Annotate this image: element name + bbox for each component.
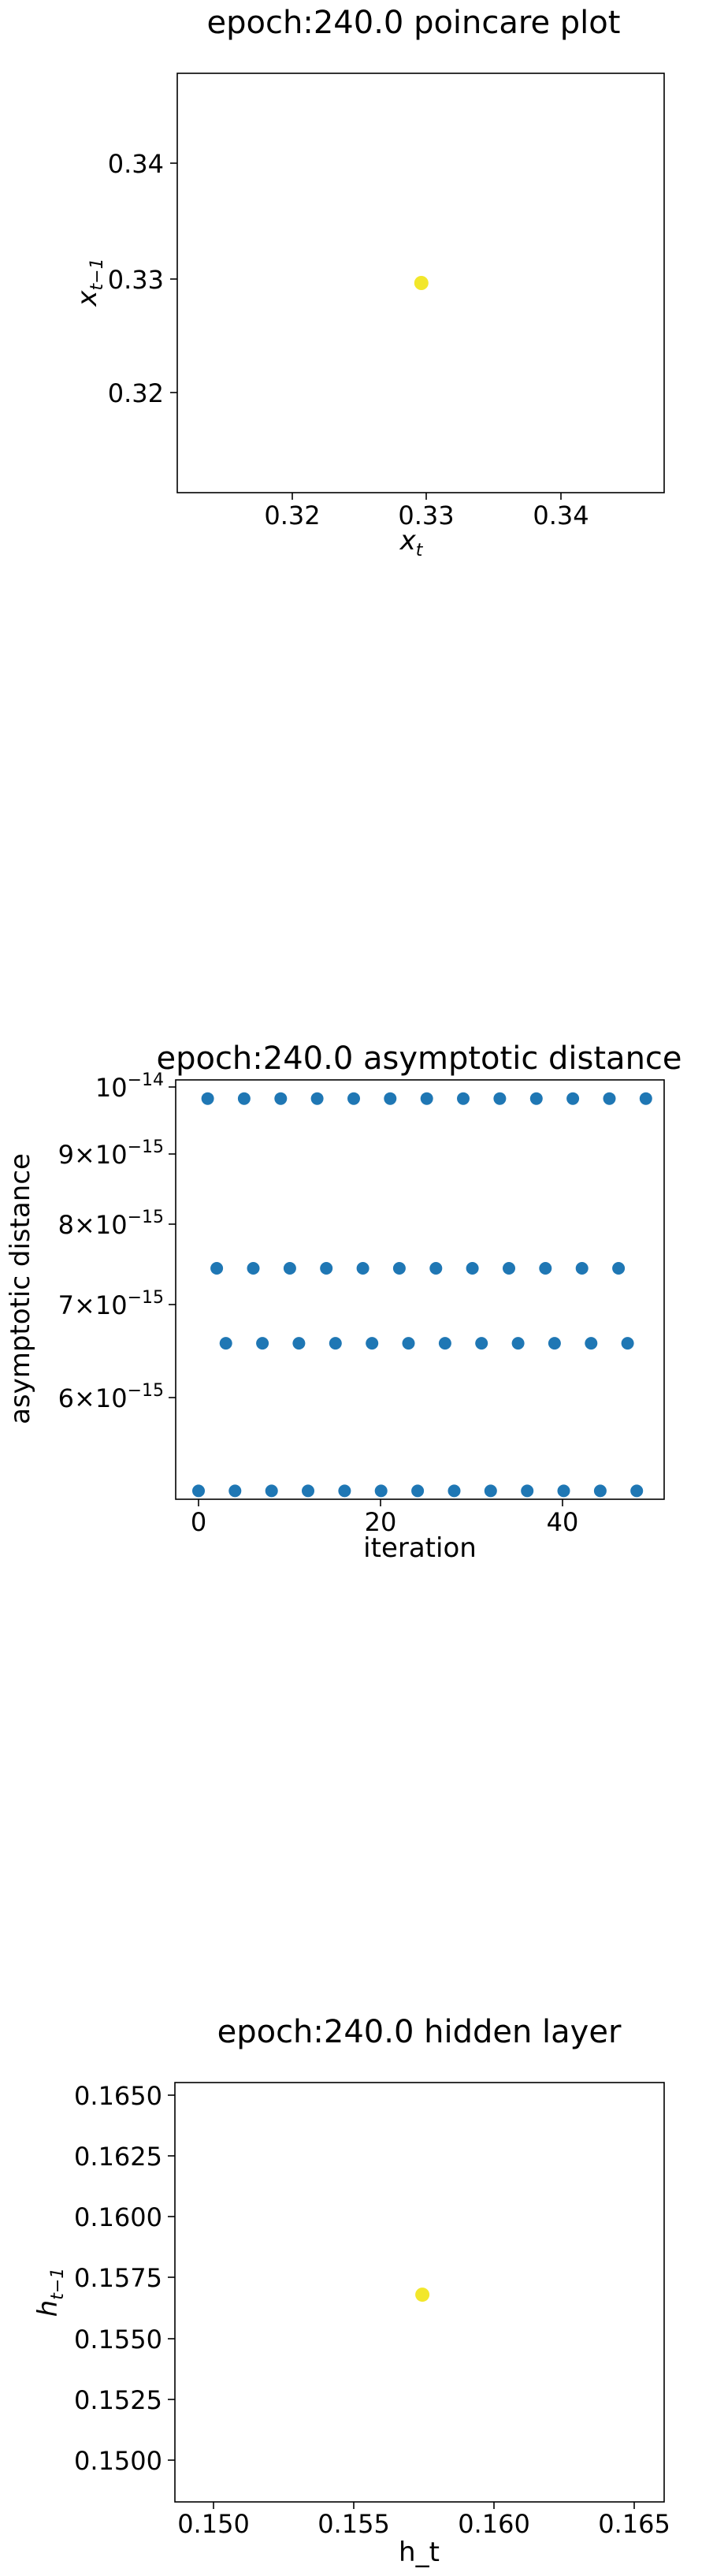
asymptotic-point [201,1092,214,1105]
asymptotic-point [630,1484,644,1498]
hidden-title: epoch:240.0 hidden layer [217,2014,622,2050]
poincare-xtick-label: 0.33 [398,501,454,530]
asymptotic-point [621,1337,634,1350]
asymptotic-point [447,1484,461,1498]
poincare-ytick-label: 0.32 [108,378,164,408]
asymptotic-point [484,1484,497,1498]
asymptotic-point [366,1337,379,1350]
asymptotic-point [521,1484,534,1498]
poincare-point [414,276,429,290]
asymptotic-point [374,1484,388,1498]
asymptotic-chart: epoch:240.0 asymptotic distance 0 20 40 … [5,1040,682,1564]
hidden-xtick-label: 0.150 [177,2509,250,2539]
hidden-xlabel: h_t [399,2537,440,2568]
asymptotic-point [457,1092,470,1105]
asymptotic-point [466,1262,479,1275]
hidden-marks [415,2288,430,2302]
hidden-ytick-label: 0.1550 [74,2325,162,2355]
asymptotic-point [503,1262,515,1275]
asymptotic-point [493,1092,507,1105]
asymptotic-point [292,1337,306,1350]
asymptotic-ytick-label: 9×10−15 [58,1137,164,1170]
asymptotic-point [329,1337,342,1350]
hidden-ytick-label: 0.1625 [74,2142,162,2172]
asymptotic-point [475,1337,488,1350]
asymptotic-point [247,1262,260,1275]
hidden-ytick-label: 0.1600 [74,2202,162,2232]
asymptotic-point [566,1092,580,1105]
asymptotic-point [192,1484,205,1498]
hidden-xtick-label: 0.165 [598,2509,670,2539]
poincare-marks [414,276,429,290]
asymptotic-ytick-label: 7×10−15 [58,1288,164,1320]
asymptotic-point [593,1484,607,1498]
asymptotic-point [612,1262,626,1275]
asymptotic-point [557,1484,570,1498]
hidden-ylabel: ht−1 [32,2268,68,2317]
asymptotic-point [210,1262,224,1275]
asymptotic-point [392,1262,406,1275]
poincare-ytick-label: 0.34 [108,149,164,179]
asymptotic-point [438,1337,451,1350]
poincare-xtick-label: 0.34 [533,501,589,530]
asymptotic-point [411,1484,425,1498]
poincare-title: epoch:240.0 poincare plot [207,5,621,41]
hidden-ytick-label: 0.1525 [74,2385,162,2415]
asymptotic-point [402,1337,415,1350]
hidden-axes-frame [174,2082,665,2503]
asymptotic-xlabel: iteration [363,1532,477,1564]
asymptotic-ytick-label: 6×10−15 [58,1381,164,1413]
asymptotic-ytick-label: 10−14 [95,1070,164,1103]
asymptotic-marks [192,1092,652,1498]
hidden-xtick-label: 0.160 [458,2509,530,2539]
asymptotic-xtick-label: 40 [547,1507,579,1537]
asymptotic-point [302,1484,314,1498]
asymptotic-point [219,1337,232,1350]
asymptotic-point [320,1262,333,1275]
hidden-ytick-label: 0.1575 [74,2263,162,2293]
asymptotic-point [237,1092,251,1105]
asymptotic-title: epoch:240.0 asymptotic distance [156,1040,681,1077]
hidden-point [415,2288,430,2302]
asymptotic-point [529,1092,543,1105]
hidden-ytick-label: 0.1500 [74,2446,162,2476]
asymptotic-point [256,1337,269,1350]
asymptotic-axes-frame [175,1079,665,1500]
poincare-chart: epoch:240.0 poincare plot 0.32 0.33 0.34… [72,5,665,560]
asymptotic-point [420,1092,433,1105]
asymptotic-point [548,1337,561,1350]
asymptotic-point [639,1092,652,1105]
asymptotic-point [585,1337,598,1350]
asymptotic-point [384,1092,397,1105]
asymptotic-point [429,1262,443,1275]
hidden-ytick-label: 0.1650 [74,2081,162,2111]
asymptotic-point [274,1092,288,1105]
asymptotic-point [511,1337,525,1350]
hidden-xtick-label: 0.155 [318,2509,390,2539]
poincare-ytick-label: 0.33 [108,265,164,295]
poincare-axes-frame [176,73,665,493]
asymptotic-xtick-label: 20 [365,1507,397,1537]
asymptotic-point [575,1262,589,1275]
asymptotic-point [603,1092,616,1105]
asymptotic-point [283,1262,296,1275]
poincare-xlabel: xt [399,525,424,560]
asymptotic-point [228,1484,242,1498]
hidden-chart: epoch:240.0 hidden layer 0.150 0.155 0.1… [32,2014,670,2568]
poincare-ylabel: xt−1 [72,258,107,307]
asymptotic-ytick-label: 8×10−15 [58,1208,164,1240]
asymptotic-point [539,1262,552,1275]
asymptotic-point [347,1092,360,1105]
asymptotic-ylabel: asymptotic distance [5,1153,36,1424]
poincare-xtick-label: 0.32 [264,501,320,530]
asymptotic-point [265,1484,278,1498]
asymptotic-point [310,1092,324,1105]
asymptotic-xtick-label: 0 [191,1507,206,1537]
asymptotic-point [356,1262,369,1275]
asymptotic-point [338,1484,351,1498]
